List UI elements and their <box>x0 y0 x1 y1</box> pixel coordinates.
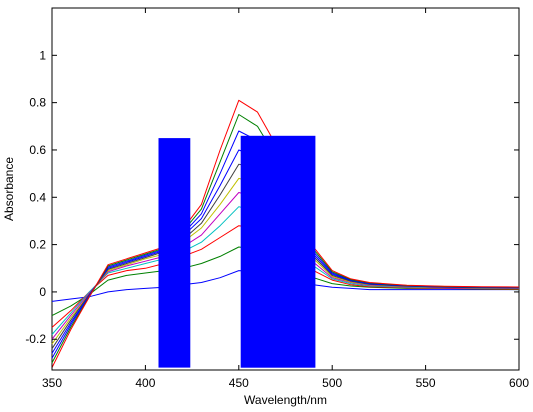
x-tick-label: 600 <box>509 376 529 390</box>
x-tick-label: 500 <box>322 376 342 390</box>
x-tick-label: 550 <box>416 376 436 390</box>
overlay-block-2 <box>240 135 316 368</box>
y-tick-label: 0.2 <box>29 238 46 252</box>
tick-layer: 350 400 450 500 550 600 -0.2 0 0.2 0.4 0.6 0.8 1 <box>25 8 529 390</box>
series-line-11 <box>51 99 520 368</box>
x-axis-label: Wavelength/nm <box>244 393 327 407</box>
overlay-layer <box>158 135 316 368</box>
y-axis-label: Absorbance <box>2 157 16 221</box>
y-tick-label: -0.2 <box>25 332 46 346</box>
y-tick-label: 0.4 <box>29 190 46 204</box>
y-tick-label: 0.8 <box>29 96 46 110</box>
x-tick-label: 400 <box>135 376 155 390</box>
x-tick-label: 350 <box>42 376 62 390</box>
overlay-block-1 <box>158 138 191 368</box>
x-tick-label: 450 <box>229 376 249 390</box>
series-layer <box>51 99 520 368</box>
y-tick-label: 0 <box>39 285 46 299</box>
y-tick-label: 1 <box>39 48 46 62</box>
y-tick-label: 0.6 <box>29 143 46 157</box>
